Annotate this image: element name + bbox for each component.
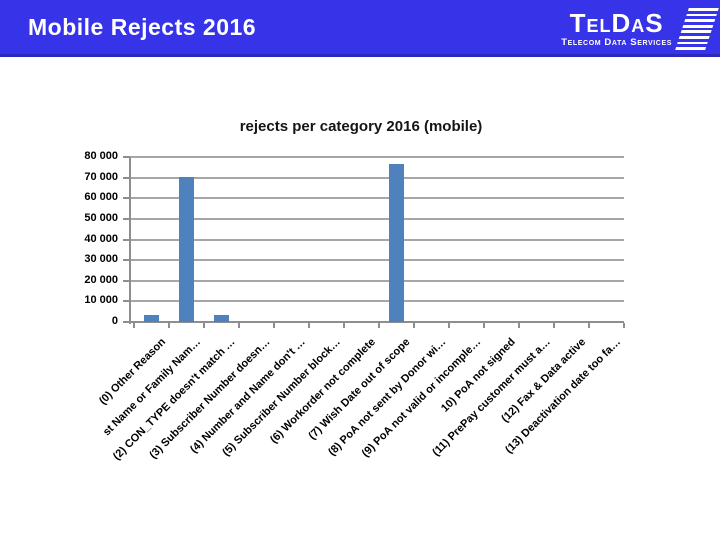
- bar: [389, 164, 404, 322]
- y-axis-tick: [123, 156, 130, 158]
- y-axis-label: 10 000: [84, 294, 118, 307]
- gridline: [130, 197, 624, 200]
- header-bar: Mobile Rejects 2016 TelDaS Telecom Data …: [0, 0, 720, 57]
- y-axis-label: 60 000: [84, 191, 118, 204]
- gridline: [130, 259, 624, 262]
- x-axis-tick: [168, 323, 170, 328]
- x-axis-tick: [588, 323, 590, 328]
- gridline: [130, 156, 624, 158]
- y-axis-tick: [123, 217, 130, 220]
- x-axis-tick: [133, 323, 135, 328]
- x-axis-tick: [203, 323, 205, 328]
- x-axis-line: [125, 321, 624, 323]
- x-axis-tick: [448, 323, 450, 328]
- stripes-icon: [675, 8, 719, 50]
- y-axis-label: 20 000: [84, 273, 118, 286]
- y-axis-tick: [123, 300, 130, 303]
- teldas-logo: TelDaS Telecom Data Services: [561, 6, 719, 52]
- x-axis-tick: [238, 323, 240, 328]
- y-axis-tick: [123, 259, 130, 262]
- y-axis-line: [129, 157, 131, 324]
- logo-text: TelDaS Telecom Data Services: [561, 7, 672, 48]
- x-axis-tick: [518, 323, 520, 328]
- logo-subtitle: Telecom Data Services: [561, 36, 672, 48]
- bar: [214, 314, 229, 322]
- x-axis-tick: [308, 323, 310, 328]
- x-axis-tick: [413, 323, 415, 328]
- x-axis-tick: [553, 323, 555, 328]
- y-axis-tick: [123, 279, 130, 282]
- gridline: [130, 238, 624, 241]
- bar: [179, 176, 194, 322]
- y-axis-tick: [123, 238, 130, 241]
- x-axis-tick: [273, 323, 275, 328]
- y-axis-label: 0: [111, 315, 118, 327]
- chart-title: rejects per category 2016 (mobile): [239, 118, 483, 135]
- x-axis-tick: [623, 323, 625, 328]
- y-axis-label: 50 000: [84, 211, 118, 224]
- x-axis-tick: [378, 323, 380, 328]
- x-axis-tick: [343, 323, 345, 328]
- gridline: [130, 217, 624, 220]
- slide-title: Mobile Rejects 2016: [28, 14, 257, 40]
- gridline: [130, 279, 624, 282]
- logo-name: TelDaS: [569, 7, 664, 38]
- y-axis-label: 80 000: [84, 150, 118, 162]
- y-axis-label: 70 000: [84, 170, 118, 183]
- y-axis-tick: [123, 197, 130, 200]
- y-axis-label: 40 000: [84, 232, 118, 245]
- x-axis-tick: [483, 323, 485, 328]
- bar: [144, 314, 159, 322]
- y-axis-label: 30 000: [84, 253, 118, 266]
- gridline: [130, 300, 624, 303]
- gridline: [130, 176, 624, 179]
- bar-chart: rejects per category 2016 (mobile) 0 10 0…: [62, 110, 660, 510]
- x-axis-label: (13) Deactivation date too fa…: [457, 332, 623, 456]
- y-axis-tick: [123, 176, 130, 179]
